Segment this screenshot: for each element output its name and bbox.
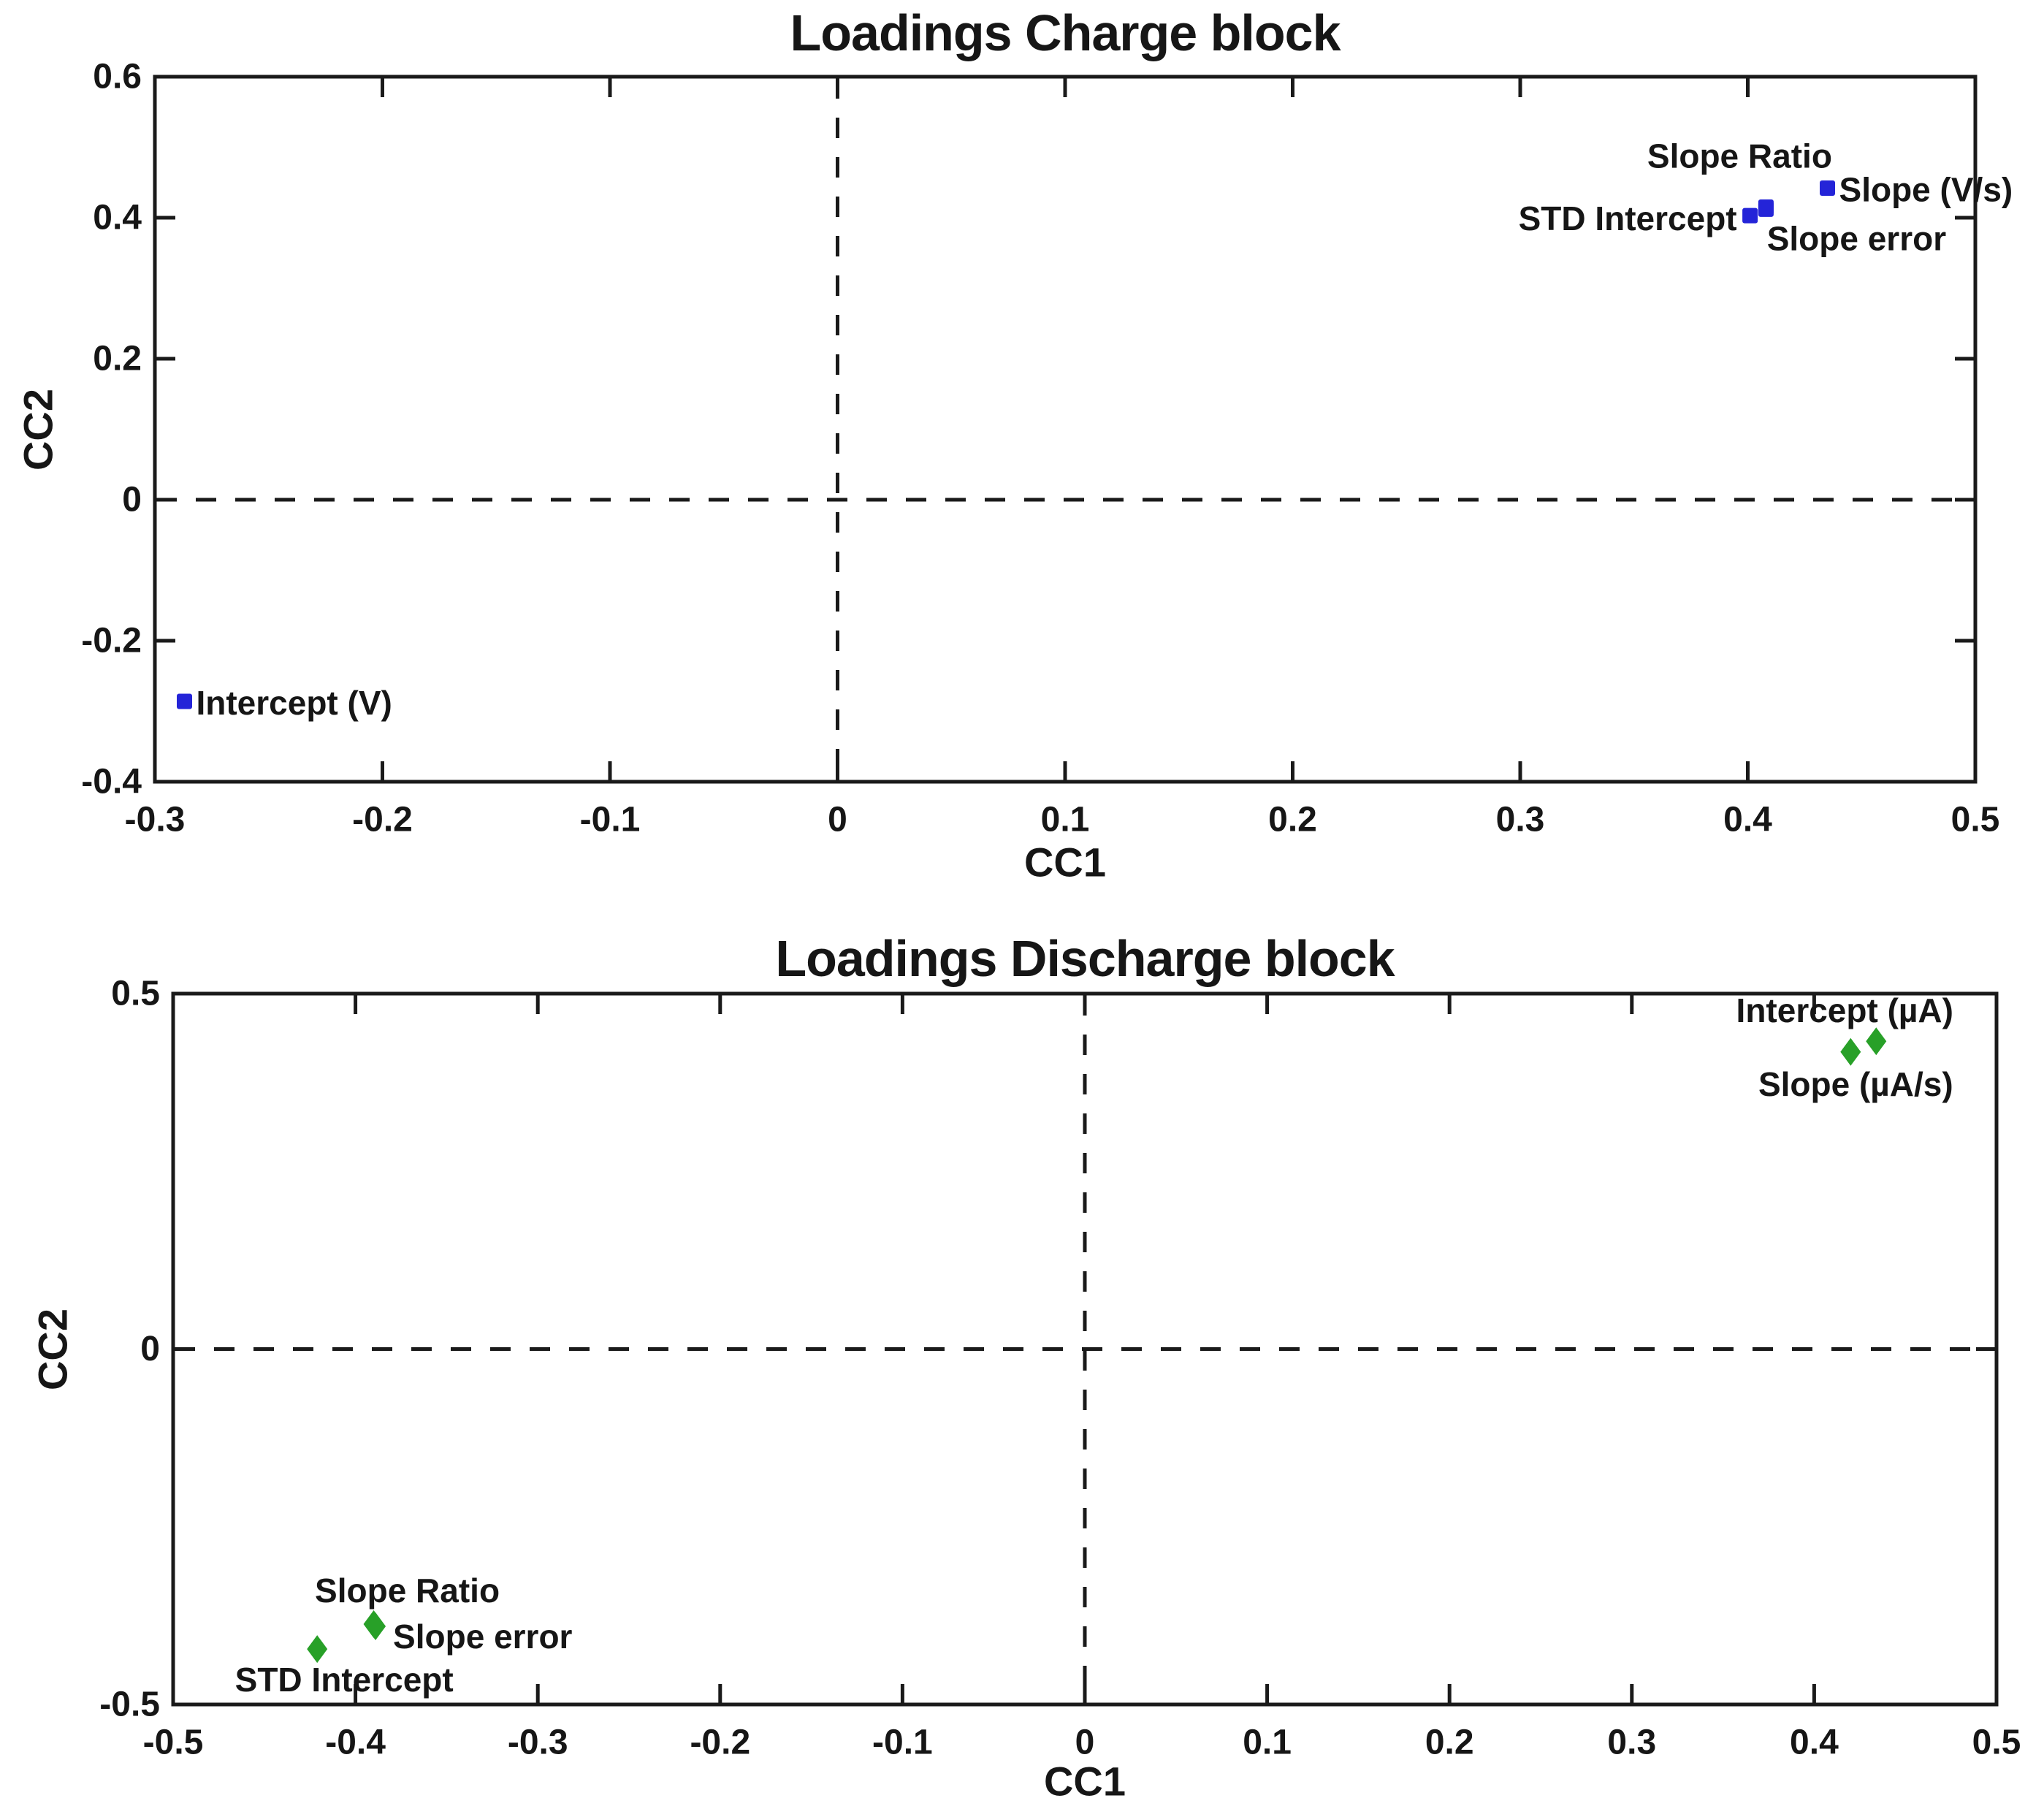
plot-box [153,75,1978,784]
x-axis-label: CC1 [1023,839,1107,885]
y-tick-label: -0.4 [81,763,142,801]
data-point-marker [1840,1037,1861,1066]
data-point-marker [1758,199,1774,216]
y-tick-label: 0 [140,1330,160,1368]
data-point-marker [307,1635,328,1664]
x-tick-label: 0 [1075,1723,1095,1762]
x-tick-label: 0.4 [1790,1723,1839,1762]
data-point-marker [1742,207,1758,224]
point-label: Slope Ratio [1647,137,1832,175]
y-tick-label: 0 [122,481,142,519]
x-tick-label: -0.3 [125,801,186,839]
point-label: STD Intercept [1519,199,1737,237]
point-label: Slope error [1767,219,1947,257]
chart-title: Loadings Discharge block [775,930,1395,987]
x-tick-label: -0.5 [143,1723,204,1762]
x-tick-label: 0.2 [1268,801,1317,839]
data-point-marker [1866,1027,1887,1056]
x-tick-label: -0.4 [325,1723,386,1762]
x-tick-label: 0.3 [1496,801,1545,839]
y-tick-label: -0.2 [81,622,142,660]
point-label: Slope (V/s) [1839,170,2013,208]
x-tick-label: 0.1 [1041,801,1090,839]
x-tick-label: 0.5 [1972,1723,2021,1762]
y-axis-label: CC2 [29,1308,76,1390]
point-label: Intercept (V) [196,684,392,722]
x-tick-label: -0.2 [352,801,413,839]
data-point-marker [1820,180,1836,196]
x-tick-label: -0.1 [872,1723,933,1762]
y-tick-label: -0.5 [99,1685,160,1724]
data-point-marker [363,1610,384,1639]
plot-box [171,991,1999,1707]
data-point-marker [365,1612,386,1640]
x-tick-label: -0.3 [508,1723,568,1762]
point-label: STD Intercept [235,1661,454,1699]
y-tick-label: 0.4 [93,199,142,237]
point-label: Slope error [393,1618,573,1656]
data-point-marker [176,693,192,709]
chart-title: Loadings Charge block [790,4,1341,61]
x-tick-label: 0 [828,801,847,839]
x-tick-label: 0.1 [1243,1723,1292,1762]
y-tick-label: 0.2 [93,340,142,378]
y-tick-label: 0.5 [111,975,160,1013]
x-axis-label: CC1 [1043,1758,1126,1805]
x-tick-label: 0.3 [1607,1723,1656,1762]
x-tick-label: 0.2 [1425,1723,1474,1762]
x-tick-label: -0.1 [580,801,641,839]
y-tick-label: 0.6 [93,58,142,96]
data-point-marker [1758,201,1774,217]
x-tick-label: -0.2 [690,1723,750,1762]
x-tick-label: 0.4 [1723,801,1772,839]
x-tick-label: 0.5 [1951,801,2000,839]
y-axis-label: CC2 [15,388,61,471]
point-label: Intercept (µA) [1736,991,1953,1029]
point-label: Slope (µA/s) [1758,1065,1953,1103]
point-label: Slope Ratio [315,1572,500,1610]
